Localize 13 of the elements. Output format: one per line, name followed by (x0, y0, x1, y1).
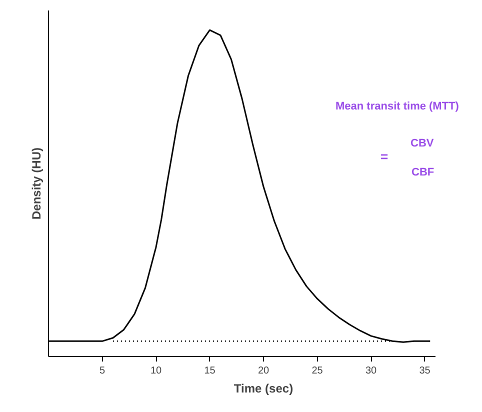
x-axis-title: Time (sec) (234, 382, 294, 396)
y-axis-title: Density (HU) (30, 147, 44, 220)
x-tick-label: 10 (150, 366, 162, 376)
x-tick-label: 20 (258, 366, 270, 376)
annotation: CBV (410, 138, 434, 150)
x-tick-label: 15 (204, 366, 216, 376)
x-tick-label: 25 (312, 366, 324, 376)
x-tick-label: 35 (419, 366, 431, 376)
annotation: = (380, 149, 388, 164)
annotation: CBF (412, 166, 434, 178)
x-tick-label: 5 (99, 366, 106, 376)
annotation: Mean transit time (MTT) (336, 100, 460, 112)
x-tick-label: 30 (365, 366, 377, 376)
